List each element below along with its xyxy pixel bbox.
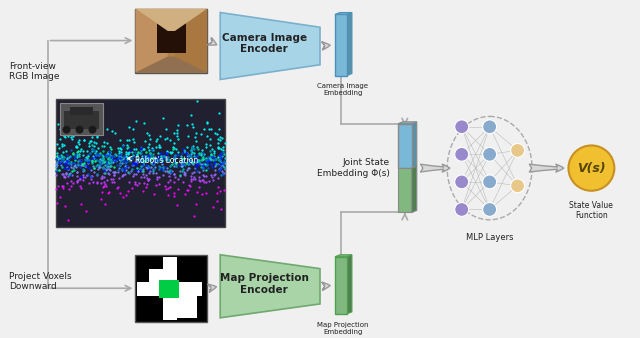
Text: Project Voxels
Downward: Project Voxels Downward (9, 272, 71, 291)
Bar (398, 168, 412, 212)
Circle shape (454, 120, 468, 134)
Circle shape (76, 126, 83, 134)
Text: Map Projection
Embedding: Map Projection Embedding (317, 322, 369, 335)
Text: Camera Image
Encoder: Camera Image Encoder (221, 32, 307, 54)
Bar (159, 280, 179, 298)
Polygon shape (175, 8, 207, 73)
Circle shape (511, 144, 525, 157)
Bar (163, 257, 177, 320)
Text: Joint State
Embedding Φ(s): Joint State Embedding Φ(s) (317, 159, 390, 178)
Circle shape (63, 126, 70, 134)
Text: Robot's Location: Robot's Location (127, 156, 198, 165)
Polygon shape (347, 13, 352, 75)
Circle shape (483, 202, 497, 216)
Polygon shape (136, 56, 207, 73)
Polygon shape (335, 13, 352, 15)
Text: MLP Layers: MLP Layers (466, 233, 513, 242)
Bar (175, 296, 197, 318)
Bar (335, 257, 347, 314)
Polygon shape (136, 8, 207, 31)
Bar (63, 111, 99, 129)
Circle shape (88, 126, 97, 134)
Bar (136, 255, 207, 322)
Text: Front-view
RGB Image: Front-view RGB Image (9, 62, 59, 81)
Bar (149, 269, 170, 288)
Circle shape (483, 175, 497, 189)
Circle shape (454, 175, 468, 189)
Bar (56, 99, 225, 227)
Bar (60, 103, 104, 135)
Polygon shape (412, 166, 417, 212)
Polygon shape (412, 122, 417, 168)
Text: V(s): V(s) (577, 162, 605, 175)
Bar (138, 282, 202, 296)
Bar (70, 107, 93, 115)
Polygon shape (220, 13, 320, 79)
Circle shape (568, 145, 614, 191)
Polygon shape (136, 8, 168, 73)
Bar (157, 12, 186, 53)
Bar (335, 15, 347, 75)
Text: Map Projection
Encoder: Map Projection Encoder (220, 273, 308, 294)
Bar (136, 8, 207, 73)
Text: State Value
Function: State Value Function (570, 200, 613, 220)
Polygon shape (335, 255, 352, 257)
Polygon shape (220, 255, 320, 318)
Circle shape (483, 120, 497, 134)
Bar (398, 124, 412, 168)
Polygon shape (398, 122, 417, 124)
Text: Camera Image
Embedding: Camera Image Embedding (317, 83, 369, 96)
Circle shape (511, 179, 525, 193)
Polygon shape (347, 255, 352, 314)
Circle shape (454, 202, 468, 216)
Circle shape (483, 147, 497, 161)
Circle shape (454, 147, 468, 161)
